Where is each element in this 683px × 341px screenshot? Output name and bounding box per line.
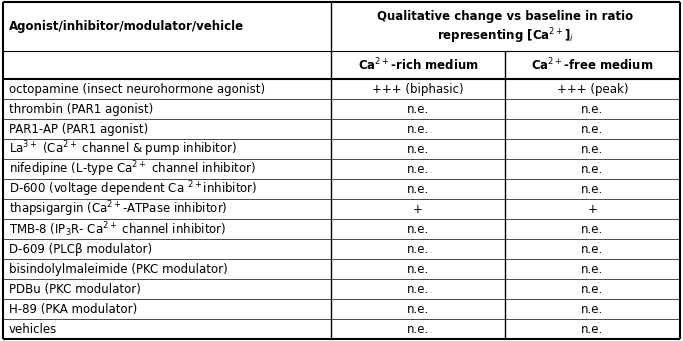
Text: +: +	[587, 203, 598, 216]
Text: PDBu (PKC modulator): PDBu (PKC modulator)	[9, 283, 141, 296]
Text: TMB-8 (IP$_3$R- Ca$^{2+}$ channel inhibitor): TMB-8 (IP$_3$R- Ca$^{2+}$ channel inhibi…	[9, 220, 226, 239]
Text: n.e.: n.e.	[407, 243, 429, 256]
Text: n.e.: n.e.	[407, 263, 429, 276]
Text: n.e.: n.e.	[407, 163, 429, 176]
Text: n.e.: n.e.	[407, 123, 429, 136]
Text: Ca$^{2+}$-free medium: Ca$^{2+}$-free medium	[531, 57, 654, 73]
Text: bisindolylmaleimide (PKC modulator): bisindolylmaleimide (PKC modulator)	[9, 263, 227, 276]
Text: n.e.: n.e.	[581, 183, 604, 196]
Text: n.e.: n.e.	[407, 323, 429, 336]
Text: n.e.: n.e.	[407, 103, 429, 116]
Text: n.e.: n.e.	[581, 303, 604, 316]
Text: n.e.: n.e.	[407, 223, 429, 236]
Text: octopamine (insect neurohormone agonist): octopamine (insect neurohormone agonist)	[9, 83, 265, 96]
Text: vehicles: vehicles	[9, 323, 57, 336]
Text: +++ (peak): +++ (peak)	[557, 83, 628, 96]
Text: +++ (biphasic): +++ (biphasic)	[372, 83, 464, 96]
Text: n.e.: n.e.	[581, 123, 604, 136]
Text: n.e.: n.e.	[581, 263, 604, 276]
Text: La$^{3+}$ (Ca$^{2+}$ channel & pump inhibitor): La$^{3+}$ (Ca$^{2+}$ channel & pump inhi…	[9, 139, 237, 159]
Text: n.e.: n.e.	[581, 323, 604, 336]
Text: n.e.: n.e.	[581, 143, 604, 156]
Text: n.e.: n.e.	[407, 143, 429, 156]
Text: Qualitative change vs baseline in ratio: Qualitative change vs baseline in ratio	[377, 10, 633, 23]
Text: n.e.: n.e.	[581, 243, 604, 256]
Text: thapsigargin (Ca$^{2+}$-ATPase inhibitor): thapsigargin (Ca$^{2+}$-ATPase inhibitor…	[9, 199, 227, 219]
Text: n.e.: n.e.	[581, 103, 604, 116]
Text: n.e.: n.e.	[407, 303, 429, 316]
Text: D-609 (PLCβ modulator): D-609 (PLCβ modulator)	[9, 243, 152, 256]
Text: n.e.: n.e.	[581, 163, 604, 176]
Text: nifedipine (L-type Ca$^{2+}$ channel inhibitor): nifedipine (L-type Ca$^{2+}$ channel inh…	[9, 160, 255, 179]
Text: n.e.: n.e.	[581, 223, 604, 236]
Text: n.e.: n.e.	[407, 283, 429, 296]
Text: n.e.: n.e.	[581, 283, 604, 296]
Text: +: +	[413, 203, 423, 216]
Text: PAR1-AP (PAR1 agonist): PAR1-AP (PAR1 agonist)	[9, 123, 148, 136]
Text: thrombin (PAR1 agonist): thrombin (PAR1 agonist)	[9, 103, 153, 116]
Text: n.e.: n.e.	[407, 183, 429, 196]
Text: H-89 (PKA modulator): H-89 (PKA modulator)	[9, 303, 137, 316]
Text: Agonist/inhibitor/modulator/vehicle: Agonist/inhibitor/modulator/vehicle	[9, 20, 244, 33]
Text: representing [Ca$^{2+}$]$_i$: representing [Ca$^{2+}$]$_i$	[436, 26, 574, 46]
Text: Ca$^{2+}$-rich medium: Ca$^{2+}$-rich medium	[358, 57, 478, 73]
Text: D-600 (voltage dependent Ca $^{2+}$inhibitor): D-600 (voltage dependent Ca $^{2+}$inhib…	[9, 179, 257, 199]
